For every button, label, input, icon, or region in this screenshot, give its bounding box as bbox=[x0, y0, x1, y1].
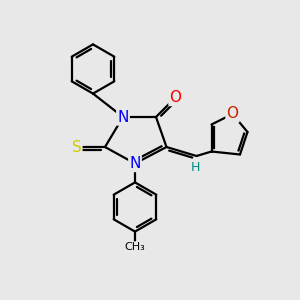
Text: CH₃: CH₃ bbox=[124, 242, 146, 252]
Text: S: S bbox=[72, 140, 81, 154]
Text: H: H bbox=[190, 161, 200, 174]
Text: N: N bbox=[129, 156, 141, 171]
Text: N: N bbox=[117, 110, 129, 124]
Text: O: O bbox=[226, 106, 238, 122]
Text: O: O bbox=[169, 90, 181, 105]
